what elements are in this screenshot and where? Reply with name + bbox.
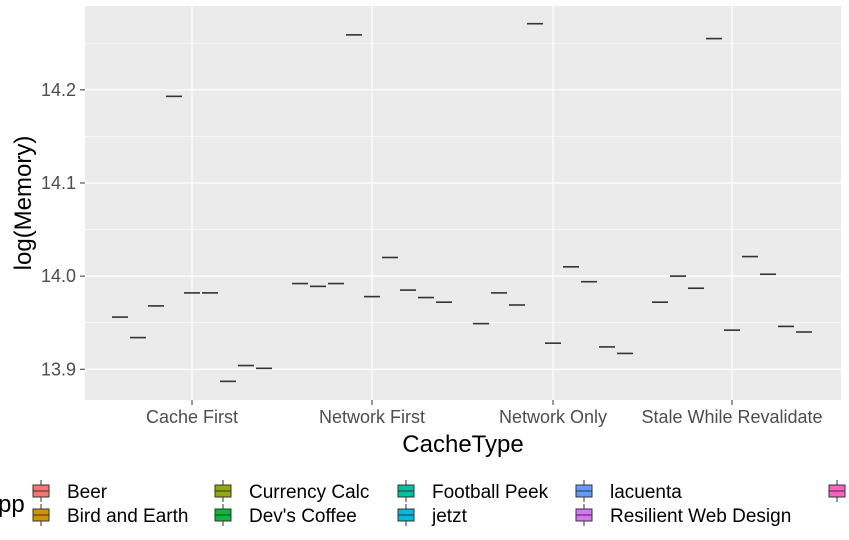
legend-label: jetzt [431,506,468,527]
y-tick-label: 14.2 [41,80,76,100]
legend-label: Beer [67,482,108,503]
y-axis-title: log(Memory) [10,136,37,271]
legend: pp Beer Bird and Earth Currency Calc Dev's … [0,480,846,527]
x-tick-label: Network First [319,407,425,427]
x-tick-label: Stale While Revalidate [641,407,822,427]
boxplot-marks [112,22,812,383]
y-tick-label: 13.9 [41,359,76,379]
y-axis: 13.9 14.0 14.1 14.2 [41,80,85,379]
legend-label: Currency Calc [249,482,369,503]
legend-label: lacuenta [610,482,682,503]
x-axis: Cache First Network First Network Only Stal… [146,400,823,427]
legend-label: Bird and Earth [67,506,188,527]
x-tick-label: Network Only [499,407,607,427]
x-tick-label: Cache First [146,407,238,427]
y-tick-label: 14.0 [41,266,76,286]
x-axis-title: CacheType [402,431,523,458]
legend-label: Resilient Web Design [610,506,791,527]
y-tick-label: 14.1 [41,173,76,193]
panel-background [85,6,841,400]
grid [85,6,841,400]
legend-label: Dev's Coffee [249,506,357,527]
legend-label: Football Peek [432,482,549,503]
legend-title: pp [0,491,25,518]
